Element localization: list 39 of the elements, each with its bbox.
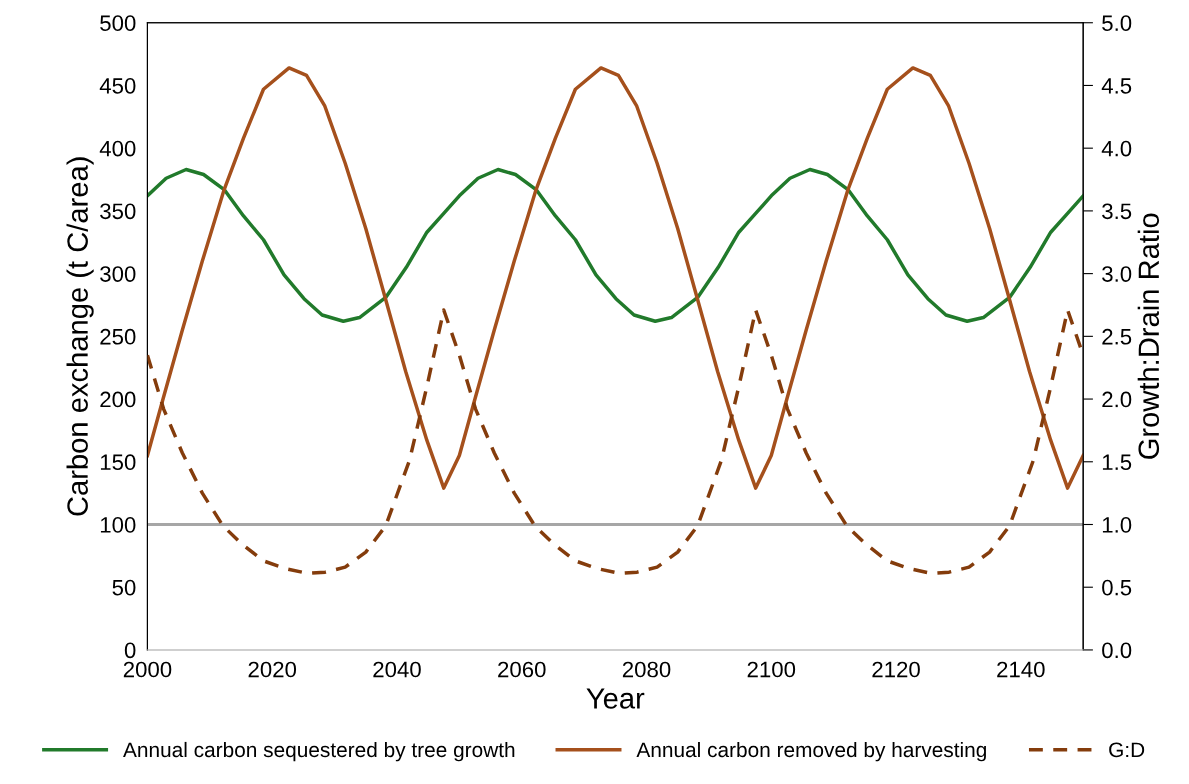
x-tick-label: 2120	[872, 661, 920, 678]
line-series	[147, 308, 1084, 576]
y2-axis-title: Growth:Drain Ratio	[1137, 213, 1160, 459]
y2-tick-label: 2.0	[1102, 391, 1132, 408]
y-tick-label: 50	[112, 579, 136, 596]
x-tick-label: 2020	[248, 661, 297, 678]
legend-label: Annual carbon sequestered by tree growth	[123, 741, 515, 762]
y2-tick-label: 5.0	[1102, 15, 1132, 32]
y-tick-label: 450	[99, 77, 136, 94]
y-axis-title: Carbon exchange (t C/area)	[66, 157, 94, 516]
x-tick-label: 2060	[498, 661, 546, 678]
y-tick-label: 350	[100, 203, 136, 220]
y2-tick-label: 0.5	[1102, 579, 1132, 596]
y2-tick-label: 2.5	[1102, 328, 1132, 345]
y2-tick-label: 3.0	[1102, 266, 1132, 282]
x-tick-label: 2080	[622, 661, 671, 678]
x-tick-label: 2000	[123, 661, 172, 678]
y-tick-label: 200	[100, 391, 136, 408]
legend-label: Annual carbon removed by harvesting	[636, 741, 986, 762]
y2-tick-label: 0.0	[1102, 642, 1132, 659]
x-axis-title: Year	[586, 688, 645, 709]
y-tick-label: 0	[124, 642, 136, 659]
x-tick-label: 2140	[997, 661, 1045, 678]
y-tick-label: 100	[100, 517, 136, 533]
legend-label: G:D	[1109, 742, 1145, 758]
y2-tick-label: 4.5	[1101, 78, 1132, 94]
y2-tick-label: 1.0	[1102, 517, 1132, 533]
y-tick-label: 400	[99, 140, 136, 157]
y-tick-label: 250	[100, 328, 136, 345]
x-tick-label: 2100	[747, 661, 796, 678]
y-tick-label: 500	[100, 15, 136, 32]
y-tick-label: 150	[100, 454, 136, 471]
y2-tick-label: 1.5	[1102, 454, 1132, 471]
line-series	[147, 167, 1084, 324]
line-series	[147, 66, 1084, 490]
y-tick-label: 300	[100, 266, 136, 282]
y2-tick-label: 4.0	[1101, 140, 1132, 157]
x-tick-label: 2040	[373, 661, 421, 678]
y2-tick-label: 3.5	[1102, 203, 1132, 220]
